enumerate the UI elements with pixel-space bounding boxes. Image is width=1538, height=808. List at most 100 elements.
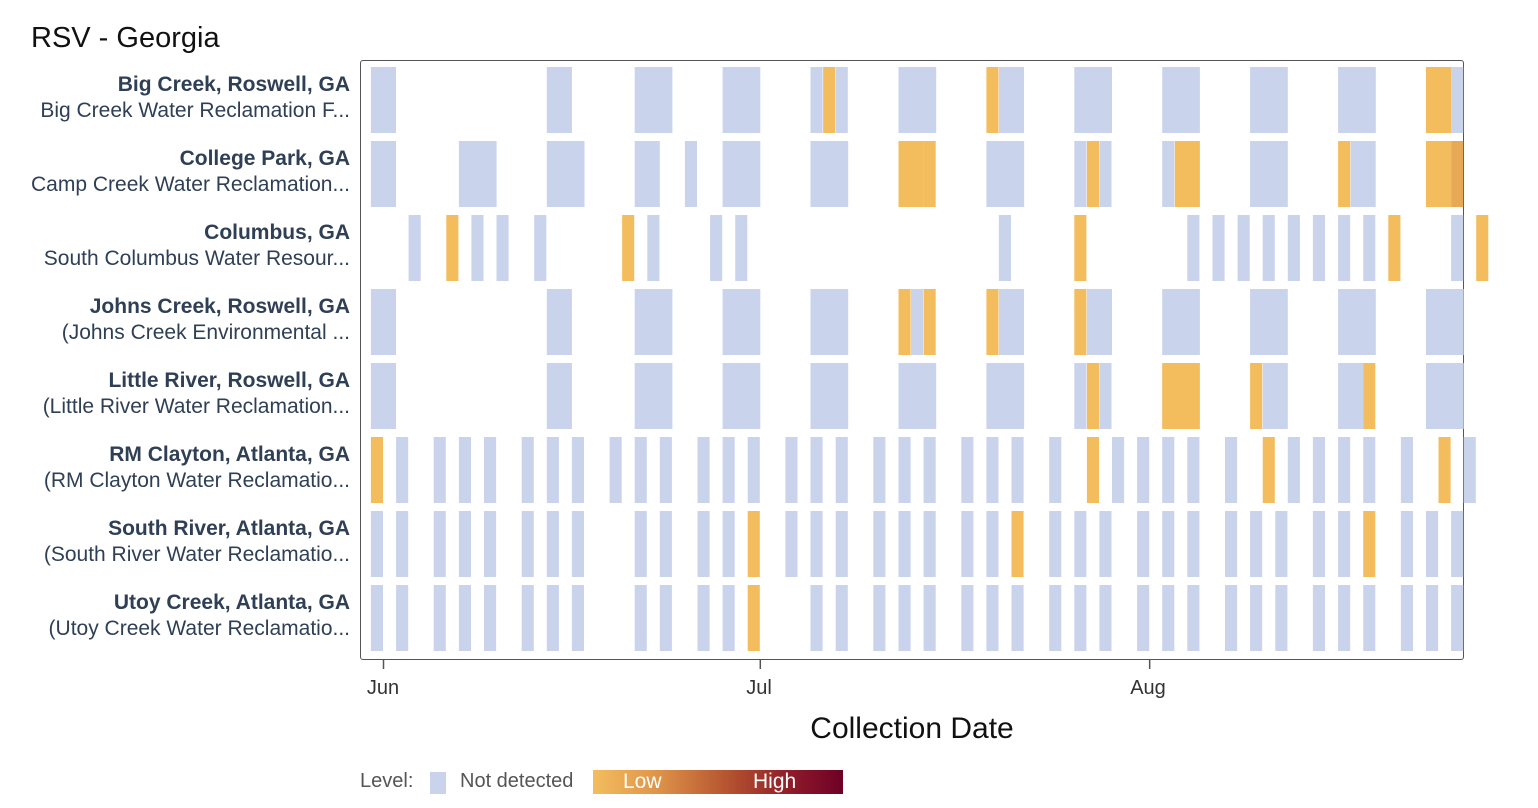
sample-tile-not-detected[interactable] — [546, 437, 559, 503]
sample-tile-low[interactable] — [1438, 437, 1451, 503]
sample-tile-not-detected[interactable] — [735, 215, 748, 281]
sample-tile-low[interactable] — [622, 215, 635, 281]
sample-tile-not-detected[interactable] — [1162, 141, 1175, 207]
sample-tile-not-detected[interactable] — [1426, 585, 1439, 651]
sample-tile-low[interactable] — [1074, 289, 1087, 355]
sample-tile-not-detected[interactable] — [986, 437, 999, 503]
sample-tile-not-detected[interactable] — [1338, 363, 1364, 429]
sample-tile-not-detected[interactable] — [1212, 215, 1225, 281]
sample-tile-not-detected[interactable] — [1312, 511, 1325, 577]
sample-tile-not-detected[interactable] — [1074, 585, 1087, 651]
sample-tile-not-detected[interactable] — [1099, 363, 1112, 429]
sample-tile-not-detected[interactable] — [659, 437, 672, 503]
sample-tile-low[interactable] — [1262, 437, 1275, 503]
sample-tile-not-detected[interactable] — [1162, 67, 1200, 133]
sample-tile-not-detected[interactable] — [546, 141, 585, 207]
sample-tile-not-detected[interactable] — [1275, 585, 1288, 651]
sample-tile-not-detected[interactable] — [647, 215, 660, 281]
sample-tile-not-detected[interactable] — [1363, 215, 1376, 281]
sample-tile-not-detected[interactable] — [986, 511, 999, 577]
sample-tile-not-detected[interactable] — [1250, 511, 1263, 577]
sample-tile-low[interactable] — [1476, 215, 1489, 281]
sample-tile-not-detected[interactable] — [659, 585, 672, 651]
sample-tile-low[interactable] — [898, 141, 924, 207]
sample-tile-not-detected[interactable] — [1287, 215, 1300, 281]
sample-tile-not-detected[interactable] — [1162, 511, 1175, 577]
sample-tile-not-detected[interactable] — [521, 511, 534, 577]
sample-tile-low[interactable] — [1162, 363, 1200, 429]
sample-tile-low[interactable] — [898, 289, 911, 355]
sample-tile-not-detected[interactable] — [546, 363, 572, 429]
sample-tile-not-detected[interactable] — [659, 511, 672, 577]
sample-tile-not-detected[interactable] — [961, 437, 974, 503]
sample-tile-not-detected[interactable] — [484, 437, 497, 503]
sample-tile-not-detected[interactable] — [370, 141, 396, 207]
sample-tile-not-detected[interactable] — [458, 437, 471, 503]
sample-tile-not-detected[interactable] — [1287, 437, 1300, 503]
sample-tile-not-detected[interactable] — [835, 585, 848, 651]
sample-tile-not-detected[interactable] — [458, 585, 471, 651]
sample-tile-not-detected[interactable] — [571, 437, 584, 503]
sample-tile-not-detected[interactable] — [810, 289, 849, 355]
sample-tile-not-detected[interactable] — [458, 511, 471, 577]
sample-tile-low[interactable] — [1086, 363, 1099, 429]
sample-tile-not-detected[interactable] — [697, 437, 710, 503]
sample-tile-not-detected[interactable] — [785, 437, 798, 503]
sample-tile-not-detected[interactable] — [898, 363, 937, 429]
sample-tile-not-detected[interactable] — [521, 437, 534, 503]
sample-tile-not-detected[interactable] — [722, 363, 761, 429]
sample-tile-not-detected[interactable] — [1312, 437, 1325, 503]
sample-tile-not-detected[interactable] — [1049, 585, 1062, 651]
sample-tile-not-detected[interactable] — [396, 585, 409, 651]
sample-tile-not-detected[interactable] — [1350, 141, 1376, 207]
sample-tile-not-detected[interactable] — [722, 141, 761, 207]
sample-tile-not-detected[interactable] — [1074, 67, 1112, 133]
sample-tile-not-detected[interactable] — [747, 437, 760, 503]
sample-tile-not-detected[interactable] — [1099, 511, 1112, 577]
sample-tile-not-detected[interactable] — [961, 511, 974, 577]
sample-tile-not-detected[interactable] — [1451, 67, 1464, 133]
sample-tile-not-detected[interactable] — [1011, 585, 1024, 651]
sample-tile-not-detected[interactable] — [370, 585, 383, 651]
sample-tile-low[interactable] — [1250, 363, 1263, 429]
sample-tile-low[interactable] — [1363, 363, 1376, 429]
sample-tile-not-detected[interactable] — [722, 437, 735, 503]
sample-tile-low[interactable] — [1174, 141, 1200, 207]
sample-tile-not-detected[interactable] — [1250, 141, 1288, 207]
sample-tile-low[interactable] — [923, 289, 936, 355]
sample-tile-not-detected[interactable] — [1250, 289, 1288, 355]
sample-tile-not-detected[interactable] — [1363, 585, 1376, 651]
sample-tile-not-detected[interactable] — [923, 437, 936, 503]
sample-tile-not-detected[interactable] — [1162, 289, 1200, 355]
sample-tile-not-detected[interactable] — [1363, 437, 1376, 503]
sample-tile-not-detected[interactable] — [810, 141, 849, 207]
sample-tile-not-detected[interactable] — [1074, 363, 1087, 429]
sample-tile-not-detected[interactable] — [898, 67, 937, 133]
sample-tile-not-detected[interactable] — [873, 437, 886, 503]
sample-tile-not-detected[interactable] — [534, 215, 547, 281]
sample-tile-not-detected[interactable] — [634, 363, 673, 429]
sample-tile-not-detected[interactable] — [998, 215, 1011, 281]
sample-tile-not-detected[interactable] — [496, 215, 509, 281]
sample-tile-not-detected[interactable] — [1099, 585, 1112, 651]
sample-tile-not-detected[interactable] — [1137, 437, 1150, 503]
sample-tile-not-detected[interactable] — [1162, 585, 1175, 651]
sample-tile-not-detected[interactable] — [1312, 585, 1325, 651]
sample-tile-not-detected[interactable] — [546, 511, 559, 577]
sample-tile-not-detected[interactable] — [1426, 363, 1464, 429]
sample-tile-not-detected[interactable] — [1237, 215, 1250, 281]
sample-tile-not-detected[interactable] — [810, 511, 823, 577]
sample-tile-not-detected[interactable] — [986, 141, 1025, 207]
sample-tile-not-detected[interactable] — [835, 67, 848, 133]
sample-tile-not-detected[interactable] — [1074, 511, 1087, 577]
sample-tile-low[interactable] — [1426, 67, 1452, 133]
sample-tile-not-detected[interactable] — [433, 585, 446, 651]
sample-tile-not-detected[interactable] — [546, 289, 572, 355]
sample-tile-not-detected[interactable] — [1250, 67, 1288, 133]
sample-tile-not-detected[interactable] — [923, 585, 936, 651]
sample-tile-not-detected[interactable] — [1451, 585, 1464, 651]
sample-tile-low[interactable] — [747, 511, 760, 577]
sample-tile-not-detected[interactable] — [1400, 511, 1413, 577]
sample-tile-low[interactable] — [1388, 215, 1401, 281]
sample-tile-not-detected[interactable] — [634, 141, 660, 207]
